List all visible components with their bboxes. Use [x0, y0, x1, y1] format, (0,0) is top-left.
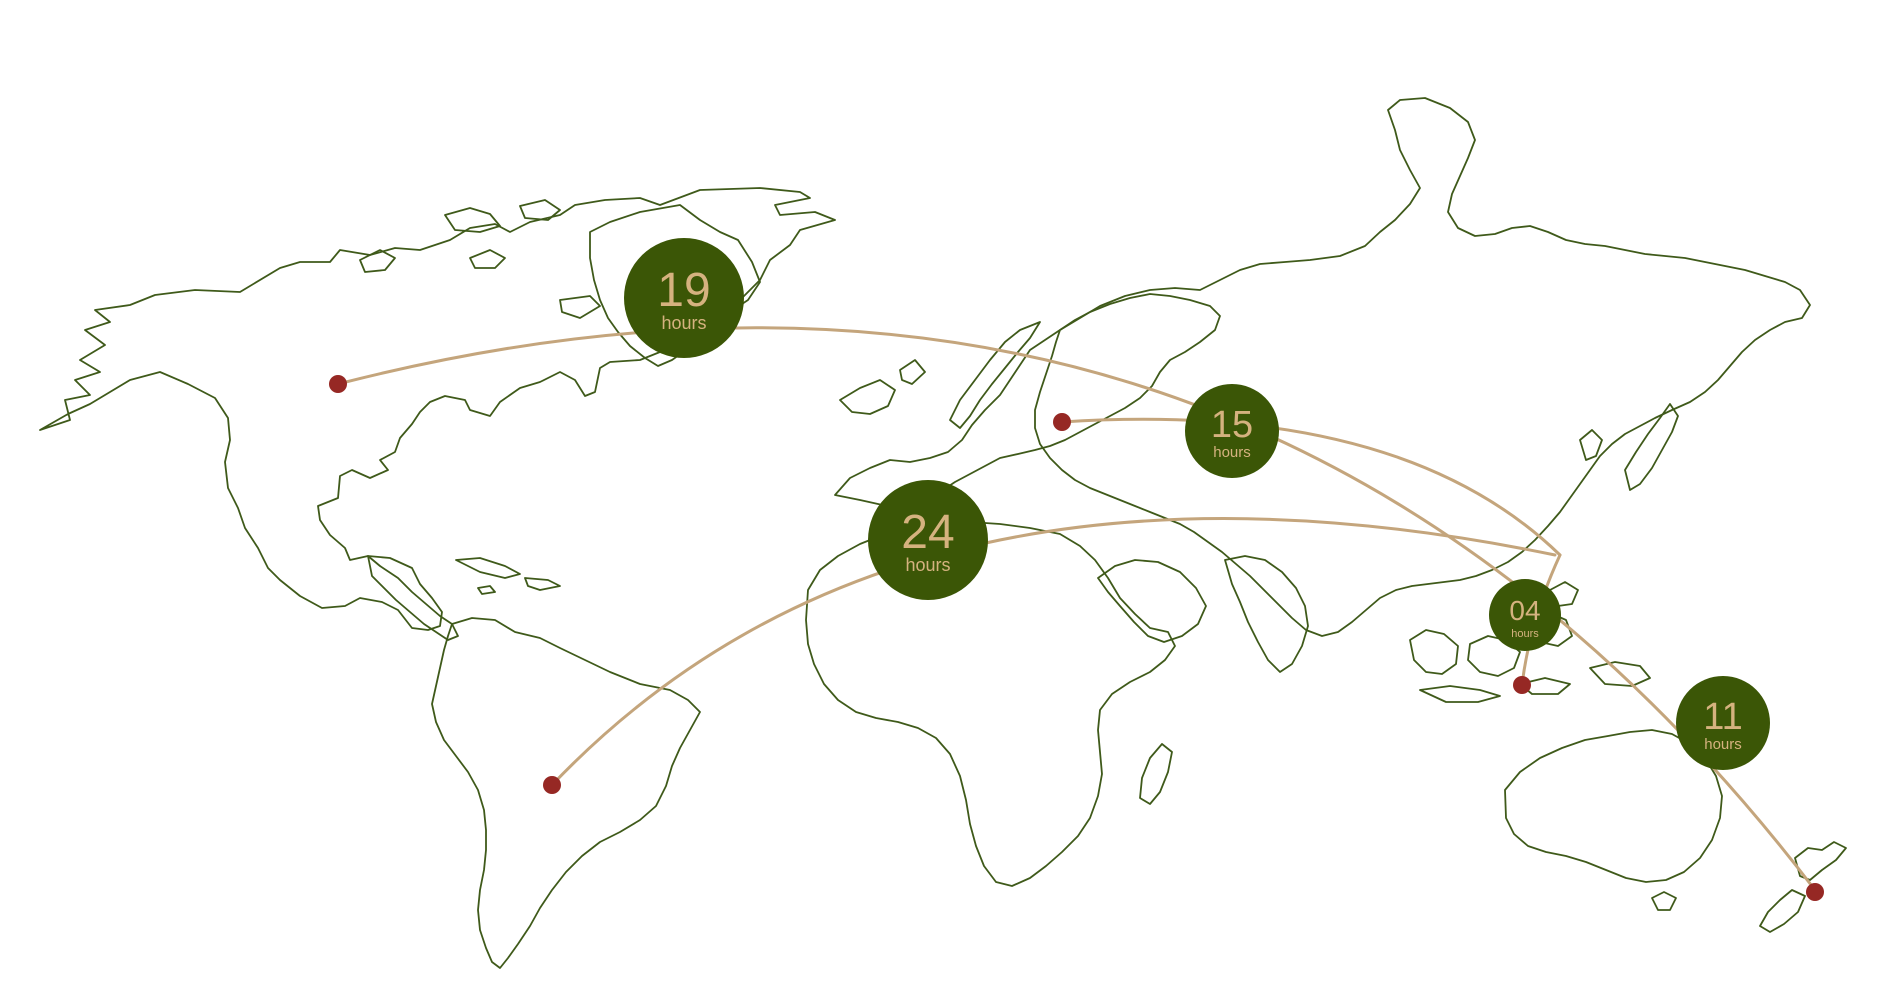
- origin-markers: [329, 375, 1824, 901]
- badge-circle: [624, 238, 744, 358]
- badge-hours-value: 19: [657, 264, 710, 317]
- landmass-central-america: [367, 555, 561, 641]
- badge-circle: [1185, 384, 1279, 478]
- origin-dot-south-america: [543, 776, 561, 794]
- time-badge-24: 24 hours: [868, 480, 988, 600]
- landmass-arabia-india: [1097, 555, 1309, 673]
- badge-hours-value: 04: [1509, 595, 1540, 626]
- landmass-japan: [1579, 403, 1679, 491]
- origin-dot-southeast-asia: [1513, 676, 1531, 694]
- time-badge-15: 15 hours: [1185, 384, 1279, 478]
- badge-hours-unit: hours: [1213, 444, 1251, 461]
- landmass-north-america: [39, 187, 836, 631]
- badge-hours-unit: hours: [661, 313, 706, 333]
- badge-hours-unit: hours: [1704, 736, 1742, 753]
- route-middle-east: [1060, 417, 1562, 557]
- landmass-south-america: [431, 617, 701, 969]
- badge-hours-unit: hours: [1511, 628, 1539, 640]
- landmass-africa: [805, 521, 1176, 887]
- badge-circle: [1489, 579, 1561, 651]
- landmass-southeast-asia: [1409, 581, 1651, 703]
- landmass-outlines: [39, 97, 1847, 969]
- badge-hours-value: 15: [1211, 404, 1253, 446]
- badge-circle: [1676, 676, 1770, 770]
- time-badge-11: 11 hours: [1676, 676, 1770, 770]
- landmass-arctic-islands: [359, 199, 601, 319]
- landmass-madagascar: [1139, 743, 1173, 805]
- route-north-america: [336, 326, 1817, 892]
- badge-circle: [868, 480, 988, 600]
- badge-hours-unit: hours: [905, 555, 950, 575]
- badge-hours-value: 11: [1703, 696, 1742, 738]
- landmass-australia: [1504, 729, 1723, 911]
- landmass-europe: [834, 293, 1221, 509]
- flight-routes: [336, 326, 1817, 892]
- landmass-new-zealand: [1759, 841, 1847, 933]
- origin-dot-middle-east: [1053, 413, 1071, 431]
- time-badge-04: 04 hours: [1489, 579, 1561, 651]
- landmass-asia: [1034, 97, 1811, 637]
- route-south-america: [550, 517, 1557, 787]
- origin-dot-new-zealand: [1806, 883, 1824, 901]
- badge-hours-value: 24: [901, 506, 954, 559]
- landmass-scandinavia: [949, 321, 1041, 429]
- time-badge-19: 19 hours: [624, 238, 744, 358]
- origin-dot-north-america: [329, 375, 347, 393]
